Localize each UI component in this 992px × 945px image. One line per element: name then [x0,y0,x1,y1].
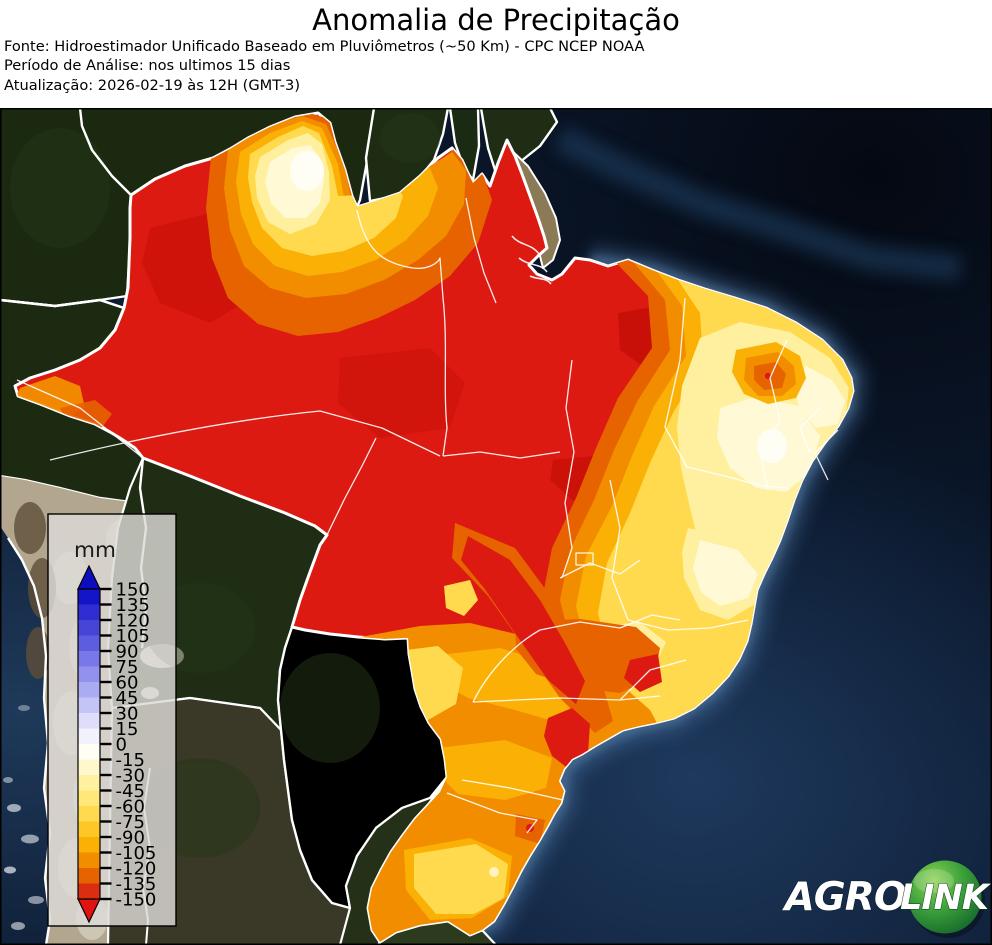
legend-panel [47,513,177,927]
legend-color-segment [78,852,100,869]
legend-tick-label: -120 [116,859,157,880]
legend-tick-label: -30 [116,766,145,787]
legend-tick-label: 150 [116,580,150,601]
legend-color-segment [78,620,100,636]
legend-color-segment [78,790,100,807]
map-svg: mm1501351201059075604530150-15-30-45-60-… [0,108,992,945]
anomaly-fills [16,113,853,942]
legend-unit-label: mm [74,538,116,563]
logo-text-agro: AGRO [782,875,906,920]
brazil-anomaly-layer [13,111,855,944]
legend-tick-label: 90 [116,642,139,663]
legend-tick-label: 120 [116,611,150,632]
legend-color-segment [78,806,100,822]
pernambuco-spot [732,342,806,404]
legend-tick-label: -150 [116,890,157,911]
pacific-coastline [6,537,52,945]
legend-tick-label: 30 [116,704,139,725]
southeast-red-tongue [452,523,613,770]
legend-tick-label: 75 [116,657,139,678]
legend-tick-label: -60 [116,797,145,818]
legend-tick-label: 105 [116,626,150,647]
legend-color-segment [78,728,100,745]
legend-color-segment [78,883,100,900]
legend-color-segment [78,697,100,714]
colorbar-legend: mm1501351201059075604530150-15-30-45-60-… [47,513,177,927]
logo-ball-gloss [914,869,954,893]
ne-pale-cores [579,322,849,684]
legend-color-segment [78,868,100,884]
legend-color-segment [78,713,100,729]
legend-color-segment [78,682,100,698]
legend-color-segment [78,666,100,683]
legend-tick-label: 60 [116,673,139,694]
legend-color-segment [78,837,100,853]
logo-text-link: LINK [900,878,992,918]
updated-line: Atualização: 2026-02-19 às 12H (GMT-3) [4,76,301,94]
source-line: Fonte: Hidroestimador Unificado Baseado … [4,38,645,55]
legend-tick-label: -90 [116,828,145,849]
roraima-rings [206,113,492,336]
header: Anomalia de Precipitação Fonte: Hidroest… [0,0,992,108]
logo-ball [908,860,982,934]
legend-tick-label: 45 [116,688,139,709]
map-frame [0,108,992,945]
legend-tick-label: 0 [116,735,127,756]
legend-tick-label: -15 [116,750,145,771]
page-title: Anomalia de Precipitação [312,3,680,37]
legend-color-segment [78,821,100,838]
legend-tick-label: 15 [116,719,139,740]
marajo-channels [511,235,552,285]
agrolink-logo: AGRO LINK [781,860,992,938]
legend-color-segment [78,775,100,791]
cloud-specks [3,705,44,930]
legend-color-segment [78,744,100,760]
legend-tick-label: -135 [116,874,157,895]
period-line: Período de Análise: nos ultimos 15 dias [4,57,291,75]
legend-tick-label: -75 [116,812,145,833]
legend-color-segment [78,589,100,605]
legend-tick-label: 135 [116,595,150,616]
legend-tick-label: -45 [116,781,145,802]
guiana-shelf [554,126,962,281]
legend-tick-label: -105 [116,843,157,864]
legend-color-segment [78,759,100,776]
legend-color-segment [78,604,100,621]
map: mm 150 135 120 105 90 75 60 45 30 15 0 -15 -30 -45 -60-… [0,108,992,945]
legend-color-segment [78,635,100,652]
state-borders [16,197,839,834]
legend-color-segment [78,651,100,667]
